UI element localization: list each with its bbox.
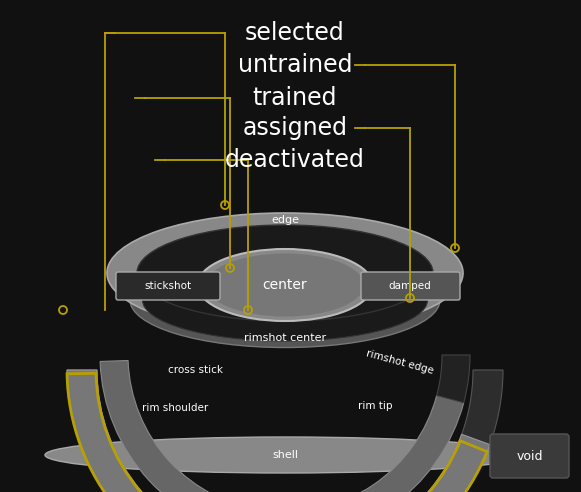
Text: stickshot: stickshot (145, 281, 192, 291)
Text: cross stick: cross stick (167, 365, 223, 375)
Text: rim tip: rim tip (358, 401, 392, 411)
Wedge shape (437, 355, 470, 403)
Text: rimshot edge: rimshot edge (365, 348, 435, 376)
Text: selected: selected (245, 21, 345, 45)
Text: shell: shell (272, 450, 298, 460)
Text: trained: trained (253, 86, 337, 110)
Ellipse shape (137, 225, 433, 321)
Text: edge: edge (271, 215, 299, 225)
Text: deactivated: deactivated (225, 148, 365, 172)
Text: damped: damped (389, 281, 431, 291)
FancyBboxPatch shape (490, 434, 569, 478)
Wedge shape (67, 370, 490, 492)
Text: untrained: untrained (238, 53, 352, 77)
Text: rim shoulder: rim shoulder (142, 403, 208, 413)
Text: assigned: assigned (242, 116, 347, 140)
Ellipse shape (198, 249, 372, 321)
Wedge shape (100, 361, 464, 492)
Text: center: center (263, 278, 307, 292)
Text: void: void (517, 450, 543, 462)
FancyBboxPatch shape (361, 272, 460, 300)
Ellipse shape (217, 257, 353, 312)
Ellipse shape (45, 437, 525, 473)
Ellipse shape (130, 252, 440, 347)
Ellipse shape (206, 253, 364, 316)
Wedge shape (67, 370, 503, 492)
Ellipse shape (142, 259, 428, 341)
Ellipse shape (107, 213, 463, 333)
FancyBboxPatch shape (116, 272, 220, 300)
Text: rimshot center: rimshot center (244, 333, 326, 343)
